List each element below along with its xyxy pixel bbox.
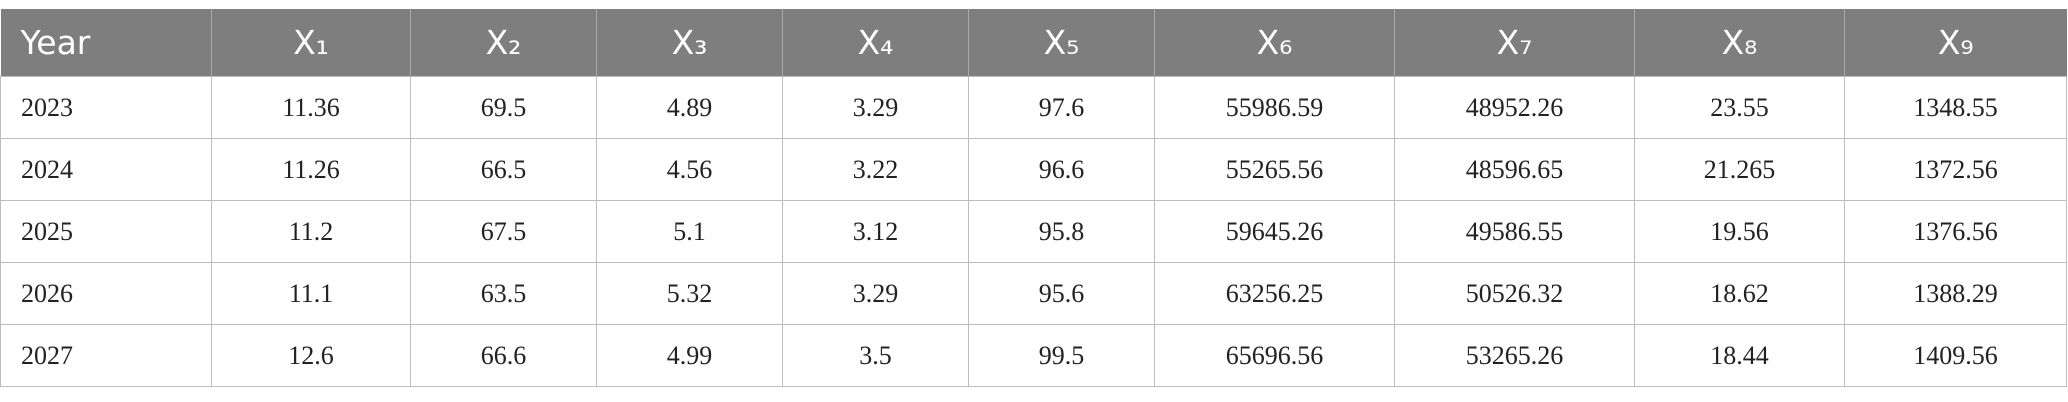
table-cell: 1409.56 <box>1844 324 2067 387</box>
table-cell: 55265.56 <box>1154 138 1395 201</box>
table-cell: 1388.29 <box>1844 262 2067 325</box>
table-cell: 2025 <box>0 200 212 263</box>
table-cell: 48952.26 <box>1394 76 1635 139</box>
table-cell: 19.56 <box>1634 200 1845 263</box>
table-cell: 11.2 <box>211 200 411 263</box>
table-cell: 95.8 <box>968 200 1155 263</box>
table-cell: 69.5 <box>410 76 597 139</box>
table-cell: 3.5 <box>782 324 969 387</box>
table-cell: 1376.56 <box>1844 200 2067 263</box>
table-cell: 2026 <box>0 262 212 325</box>
table-body: 2023 11.36 69.5 4.89 3.29 97.6 55986.59 48952.2… <box>0 76 2067 387</box>
header-cell: X₁ <box>211 9 411 77</box>
table-cell: 95.6 <box>968 262 1155 325</box>
table-cell: 59645.26 <box>1154 200 1395 263</box>
table-cell: 63256.25 <box>1154 262 1395 325</box>
table-cell: 5.32 <box>596 262 783 325</box>
table-cell: 65696.56 <box>1154 324 1395 387</box>
table-cell: 18.62 <box>1634 262 1845 325</box>
table-cell: 3.12 <box>782 200 969 263</box>
header-cell: X₃ <box>596 9 783 77</box>
table-cell: 12.6 <box>211 324 411 387</box>
table-cell: 18.44 <box>1634 324 1845 387</box>
table-row: 2023 11.36 69.5 4.89 3.29 97.6 55986.59 48952.2… <box>0 76 2067 139</box>
table-cell: 2027 <box>0 324 212 387</box>
table-row: 2025 11.2 67.5 5.1 3.12 95.8 59645.26 49586.55 1… <box>0 200 2067 263</box>
table-row: 2026 11.1 63.5 5.32 3.29 95.6 63256.25 50526.32… <box>0 262 2067 325</box>
header-cell: X₅ <box>968 9 1155 77</box>
table-cell: 11.1 <box>211 262 411 325</box>
header-row: Year X₁ X₂ X₃ X₄ X₅ X₆ X₇ X₈ X₉ <box>0 9 2067 77</box>
table-cell: 3.29 <box>782 262 969 325</box>
table-cell: 2023 <box>0 76 212 139</box>
table-cell: 66.6 <box>410 324 597 387</box>
table-cell: 4.56 <box>596 138 783 201</box>
table-cell: 2024 <box>0 138 212 201</box>
table-row: 2027 12.6 66.6 4.99 3.5 99.5 65696.56 53265.26 1… <box>0 324 2067 387</box>
header-cell: X₄ <box>782 9 969 77</box>
table-cell: 21.265 <box>1634 138 1845 201</box>
table-row: 2024 11.26 66.5 4.56 3.22 96.6 55265.56 48596.6… <box>0 138 2067 201</box>
table-cell: 11.26 <box>211 138 411 201</box>
table-cell: 1348.55 <box>1844 76 2067 139</box>
table-cell: 50526.32 <box>1394 262 1635 325</box>
table-cell: 48596.65 <box>1394 138 1635 201</box>
table-cell: 97.6 <box>968 76 1155 139</box>
header-cell: Year <box>0 9 212 77</box>
table-cell: 23.55 <box>1634 76 1845 139</box>
table-cell: 55986.59 <box>1154 76 1395 139</box>
table-cell: 99.5 <box>968 324 1155 387</box>
header-cell: X₆ <box>1154 9 1395 77</box>
table-cell: 11.36 <box>211 76 411 139</box>
data-table: Year X₁ X₂ X₃ X₄ X₅ X₆ X₇ X₈ X₉ 2023 11.36 69.5 4.89… <box>0 9 2067 387</box>
header-cell: X₉ <box>1844 9 2067 77</box>
header-cell: X₇ <box>1394 9 1635 77</box>
table-cell: 96.6 <box>968 138 1155 201</box>
table-cell: 53265.26 <box>1394 324 1635 387</box>
table-cell: 4.99 <box>596 324 783 387</box>
table-cell: 67.5 <box>410 200 597 263</box>
header-cell: X₈ <box>1634 9 1845 77</box>
header-cell: X₂ <box>410 9 597 77</box>
table-cell: 1372.56 <box>1844 138 2067 201</box>
table-cell: 49586.55 <box>1394 200 1635 263</box>
table-cell: 3.22 <box>782 138 969 201</box>
table-cell: 5.1 <box>596 200 783 263</box>
table-cell: 63.5 <box>410 262 597 325</box>
table-cell: 4.89 <box>596 76 783 139</box>
table-cell: 3.29 <box>782 76 969 139</box>
table-cell: 66.5 <box>410 138 597 201</box>
